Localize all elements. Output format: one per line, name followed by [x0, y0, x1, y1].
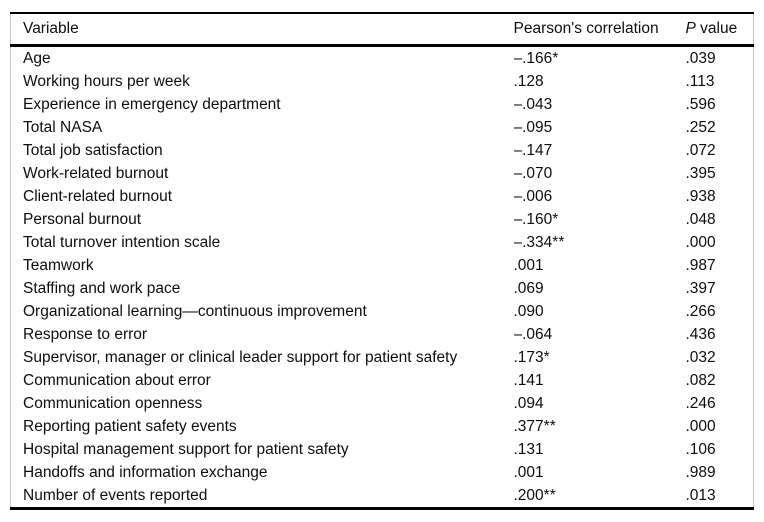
- variable-cell: Reporting patient safety events: [23, 417, 237, 435]
- pearson-correlation-cell: –.070: [513, 164, 553, 182]
- p-value-cell: .395: [685, 164, 716, 182]
- p-value-cell: .246: [685, 394, 716, 412]
- variable-cell: Total turnover intention scale: [23, 233, 221, 251]
- table-row: Handoffs and information exchange .001 .98…: [11, 461, 754, 484]
- table-row: Age –.166* .039: [11, 46, 754, 71]
- variable-cell: Supervisor, manager or clinical leader s…: [23, 348, 458, 366]
- variable-cell: Communication openness: [23, 394, 203, 412]
- variable-cell: Handoffs and information exchange: [23, 463, 268, 481]
- column-header-variable: Variable: [10, 13, 514, 47]
- variable-cell: Communication about error: [23, 371, 211, 389]
- table-row: Teamwork .001 .987: [11, 254, 754, 277]
- correlation-table-container: Variable Pearson's correlation P value A…: [10, 12, 754, 510]
- p-value-cell: .989: [685, 463, 716, 481]
- pearson-correlation-cell: .001: [513, 256, 544, 274]
- p-value-cell: .397: [685, 279, 716, 297]
- table-row: Response to error –.064 .436: [11, 323, 754, 346]
- pearson-correlation-cell: –.043: [513, 95, 553, 113]
- pearson-correlation-cell: .128: [513, 72, 544, 90]
- variable-cell: Teamwork: [23, 256, 94, 274]
- p-value-header-italic-p: P: [685, 20, 696, 37]
- table-row: Organizational learning—continuous impro…: [11, 300, 754, 323]
- column-header-p-value: P value: [685, 13, 754, 47]
- p-value-cell: .013: [685, 486, 716, 504]
- variable-cell: Work-related burnout: [23, 164, 169, 182]
- variable-cell: Personal burnout: [23, 210, 142, 228]
- table-row: Work-related burnout –.070 .395: [11, 162, 754, 185]
- pearson-correlation-cell: .377**: [513, 417, 556, 435]
- table-row: Total NASA –.095 .252: [11, 116, 754, 139]
- variable-cell: Hospital management support for patient …: [23, 440, 349, 458]
- pearson-correlation-cell: .141: [513, 371, 544, 389]
- pearson-correlation-cell: .173*: [513, 348, 550, 366]
- table-header-row: Variable Pearson's correlation P value: [10, 13, 754, 47]
- variable-cell: Total job satisfaction: [23, 141, 163, 159]
- p-value-cell: .048: [685, 210, 716, 228]
- p-value-cell: .000: [685, 233, 716, 251]
- p-value-cell: .252: [685, 118, 716, 136]
- variable-cell: Number of events reported: [23, 486, 208, 504]
- pearson-correlation-cell: –.147: [513, 141, 553, 159]
- table-row: Reporting patient safety events .377** .00…: [11, 415, 754, 438]
- p-value-cell: .436: [685, 325, 716, 343]
- variable-cell: Experience in emergency department: [23, 95, 281, 113]
- variable-cell: Organizational learning—continuous impro…: [23, 302, 367, 320]
- pearson-correlation-cell: –.006: [513, 187, 553, 205]
- p-value-cell: .072: [685, 141, 716, 159]
- table-row: Client-related burnout –.006 .938: [11, 185, 754, 208]
- table-row: Staffing and work pace .069 .397: [11, 277, 754, 300]
- p-value-cell: .039: [685, 49, 716, 67]
- table-body: Age –.166* .039 Working hours per week .128.…: [11, 46, 754, 509]
- table-row: Total turnover intention scale –.334** .00…: [11, 231, 754, 254]
- p-value-cell: .032: [685, 348, 716, 366]
- p-value-cell: .000: [685, 417, 716, 435]
- pearson-correlation-cell: .090: [513, 302, 544, 320]
- table-row: Number of events reported .200** .013: [11, 484, 754, 509]
- p-value-cell: .987: [685, 256, 716, 274]
- variable-cell: Client-related burnout: [23, 187, 173, 205]
- p-value-cell: .106: [685, 440, 716, 458]
- variable-cell: Response to error: [23, 325, 148, 343]
- column-header-pearson-correlation: Pearson's correlation: [513, 13, 686, 47]
- table-header: Variable Pearson's correlation P value: [10, 13, 754, 47]
- table-row: Supervisor, manager or clinical leader s…: [11, 346, 754, 369]
- table-row: Communication about error .141 .082: [11, 369, 754, 392]
- p-value-header-rest: value: [695, 20, 738, 37]
- table-row: Hospital management support for patient …: [11, 438, 754, 461]
- pearson-correlation-cell: .200**: [513, 486, 556, 504]
- p-value-cell: .082: [685, 371, 716, 389]
- p-value-cell: .266: [685, 302, 716, 320]
- variable-cell: Age: [23, 49, 51, 67]
- p-value-cell: .113: [685, 72, 715, 90]
- pearson-correlation-cell: .131: [513, 440, 544, 458]
- table-row: Personal burnout –.160* .048: [11, 208, 754, 231]
- variable-cell: Working hours per week: [23, 72, 190, 90]
- pearson-correlation-cell: –.160*: [513, 210, 559, 228]
- pearson-correlation-cell: .001: [513, 463, 544, 481]
- variable-cell: Staffing and work pace: [23, 279, 181, 297]
- pearson-correlation-cell: .094: [513, 394, 544, 412]
- p-value-cell: .938: [685, 187, 716, 205]
- variable-cell: Total NASA: [23, 118, 103, 136]
- pearson-correlation-cell: –.064: [513, 325, 553, 343]
- pearson-correlation-cell: –.334**: [513, 233, 565, 251]
- table-row: Total job satisfaction –.147 .072: [11, 139, 754, 162]
- pearson-correlation-cell: –.166*: [513, 49, 559, 67]
- table-row: Communication openness .094 .246: [11, 392, 754, 415]
- correlation-table: Variable Pearson's correlation P value A…: [10, 12, 754, 510]
- table-row: Experience in emergency department –.043.…: [11, 93, 754, 116]
- table-row: Working hours per week .128 .113: [11, 70, 754, 93]
- pearson-correlation-cell: –.095: [513, 118, 553, 136]
- pearson-correlation-cell: .069: [513, 279, 544, 297]
- p-value-cell: .596: [685, 95, 716, 113]
